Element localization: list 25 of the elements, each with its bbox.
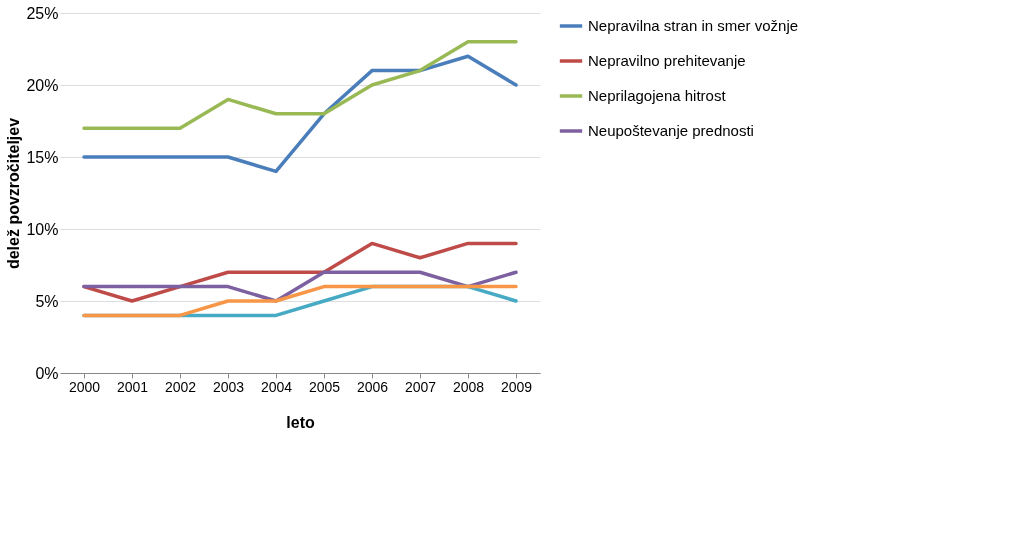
x-tick-label: 2007	[404, 378, 437, 395]
y-tick-label: 5%	[35, 292, 59, 310]
x-tick-label: 2003	[212, 378, 245, 395]
y-tick-label: 25%	[26, 4, 59, 22]
y-tick-label: 0%	[35, 364, 59, 382]
x-tick-label: 2005	[308, 378, 341, 395]
y-tick-label: 20%	[26, 76, 59, 94]
y-tick-label: 10%	[26, 220, 59, 238]
x-tick-label: 2004	[260, 378, 293, 395]
legend-label: Nepravilna stran in smer vožnje	[588, 17, 799, 34]
x-tick-label: 2001	[116, 378, 149, 395]
x-tick-label: 2002	[164, 378, 197, 395]
x-tick-label: 2000	[68, 378, 101, 395]
x-tick-label: 2009	[500, 378, 533, 395]
y-tick-label: 15%	[26, 148, 59, 166]
line-series	[82, 241, 518, 303]
y-axis-title: delež povzročiteljev	[5, 117, 23, 270]
line-series	[82, 40, 518, 130]
x-tick-label: 2006	[356, 378, 389, 395]
line-series	[82, 54, 518, 174]
legend-label: Neupoštevanje prednosti	[588, 122, 754, 139]
x-tick-label: 2008	[452, 378, 485, 395]
legend-label: Neprilagojena hitrost	[588, 87, 727, 104]
legend-label: Nepravilno prehitevanje	[588, 52, 746, 69]
x-axis-title: leto	[286, 413, 315, 431]
